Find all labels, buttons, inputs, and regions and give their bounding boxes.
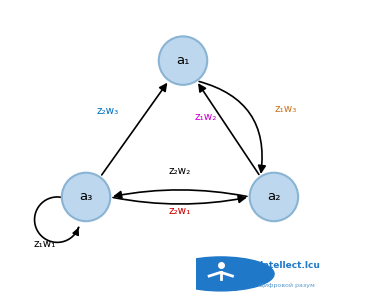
Text: a₂: a₂ — [267, 191, 281, 203]
Text: z₂w₃: z₂w₃ — [96, 105, 118, 116]
Circle shape — [250, 173, 298, 221]
Circle shape — [168, 257, 274, 291]
Text: z₂w₁: z₂w₁ — [169, 205, 191, 216]
Text: Цифровой разум: Цифровой разум — [259, 283, 315, 288]
Text: z₁w₁: z₁w₁ — [34, 239, 56, 249]
Text: z₁w₂: z₁w₂ — [195, 112, 217, 122]
Circle shape — [62, 173, 110, 221]
Text: a₁: a₁ — [176, 54, 190, 67]
Text: a₃: a₃ — [79, 191, 93, 203]
Text: z₁w₃: z₁w₃ — [275, 104, 297, 114]
Text: Intellect.lcu: Intellect.lcu — [259, 261, 320, 270]
Circle shape — [159, 36, 207, 85]
Text: z₂w₂: z₂w₂ — [169, 166, 191, 176]
